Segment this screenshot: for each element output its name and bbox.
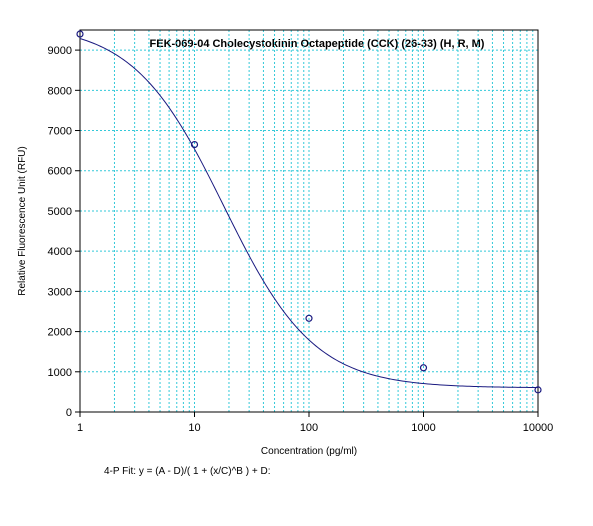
- data-point: [305, 314, 313, 322]
- fit-curve-group: [79, 38, 539, 389]
- y-tick-label: 0: [66, 407, 72, 419]
- fit-curve: [79, 38, 539, 389]
- data-point: [419, 364, 428, 372]
- x-tick-label: 10: [188, 422, 200, 434]
- chart-title: FEK-069-04 Cholecystokinin Octapeptide (…: [150, 38, 485, 50]
- y-tick-label: 6000: [48, 166, 72, 178]
- y-tick-label: 7000: [48, 126, 72, 138]
- y-tick-label: 5000: [48, 206, 72, 218]
- grid: [80, 30, 538, 412]
- x-axis-label: Concentration (pg/ml): [261, 446, 357, 457]
- y-axis-label: Relative Fluorescence Unit (RFU): [17, 146, 28, 296]
- y-tick-label: 2000: [48, 327, 72, 339]
- x-tick-label: 100: [300, 422, 318, 434]
- data-point: [76, 30, 84, 38]
- x-tick-label: 1000: [411, 422, 435, 434]
- fit-equation: 4-P Fit: y = (A - D)/( 1 + (x/C)^B ) + D…: [104, 466, 271, 477]
- data-point: [190, 141, 199, 149]
- x-tick-label: 10000: [523, 422, 554, 434]
- axis-ticks: 1 10 100 1000 10000 0 1000 2000 3000 4000 5000 6000…: [48, 45, 554, 434]
- data-point: [534, 386, 542, 394]
- x-tick-label: 1: [77, 422, 83, 434]
- y-tick-label: 9000: [48, 45, 72, 57]
- y-tick-label: 4000: [48, 246, 72, 258]
- y-tick-label: 1000: [48, 367, 72, 379]
- y-tick-label: 3000: [48, 286, 72, 298]
- data-points: [76, 30, 542, 394]
- y-tick-label: 8000: [48, 85, 72, 97]
